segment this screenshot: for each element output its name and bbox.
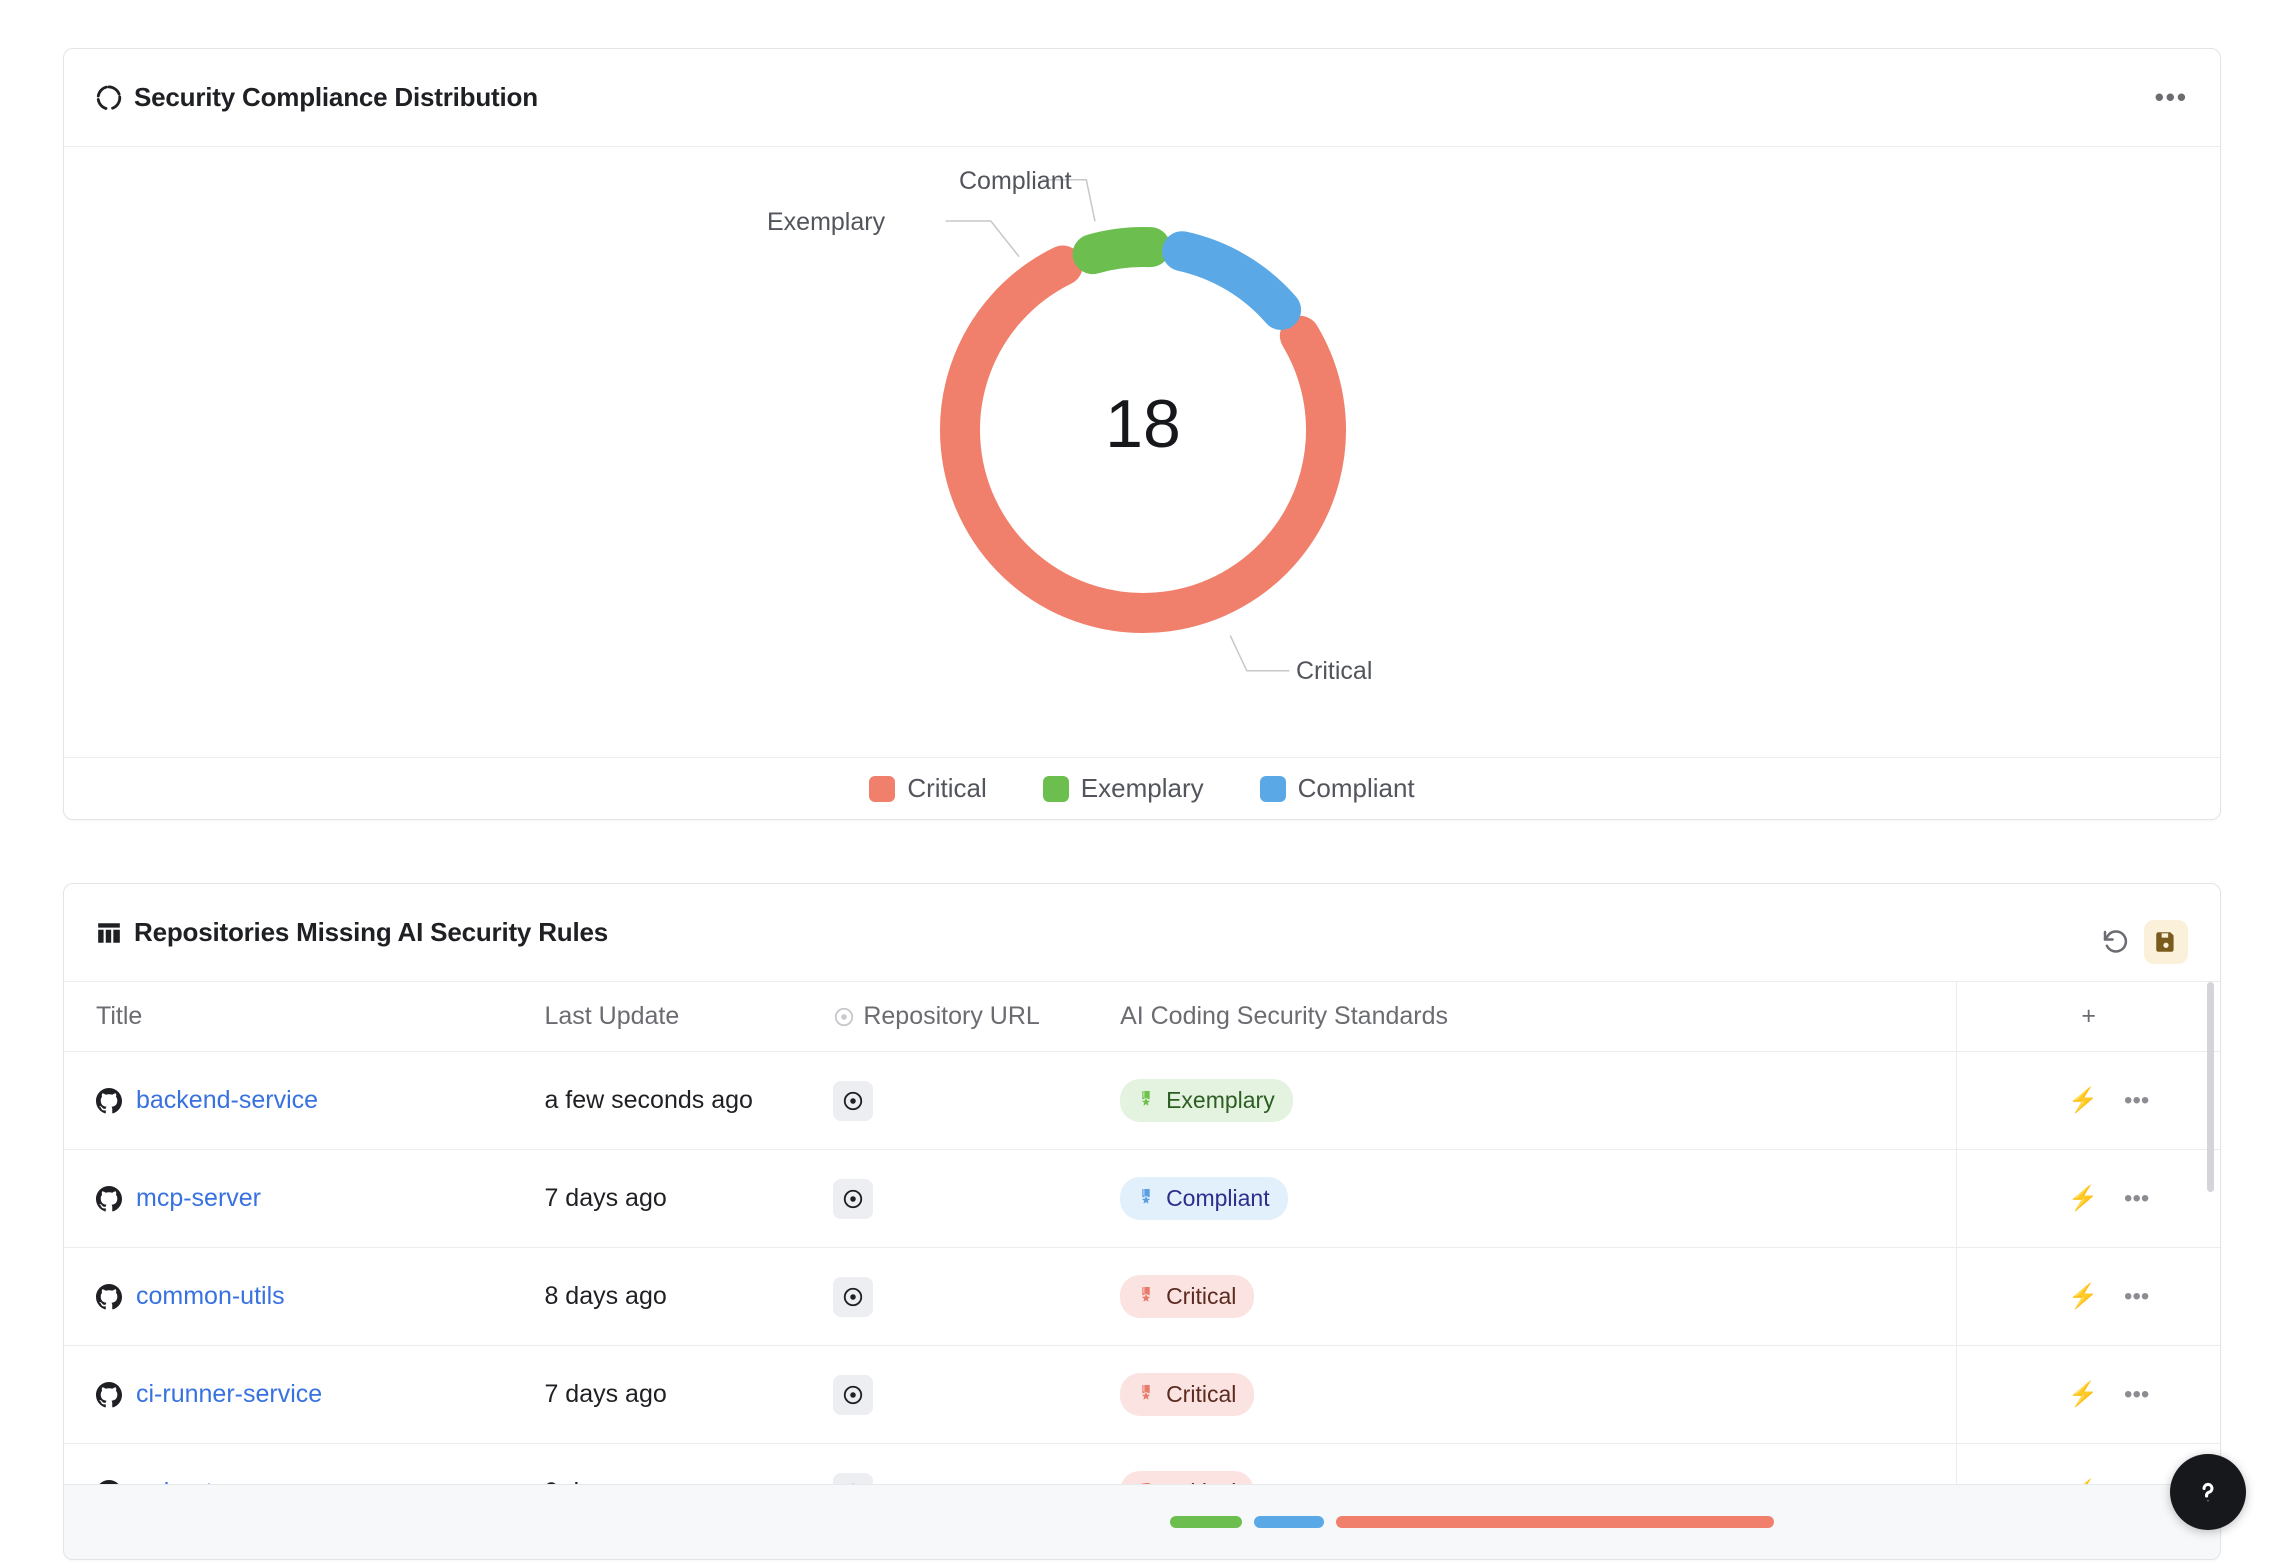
svg-text:Critical: Critical — [1296, 657, 1372, 685]
svg-text:18: 18 — [1105, 386, 1181, 462]
svg-text:Compliant: Compliant — [959, 167, 1072, 195]
svg-text:Exemplary: Exemplary — [767, 208, 886, 236]
